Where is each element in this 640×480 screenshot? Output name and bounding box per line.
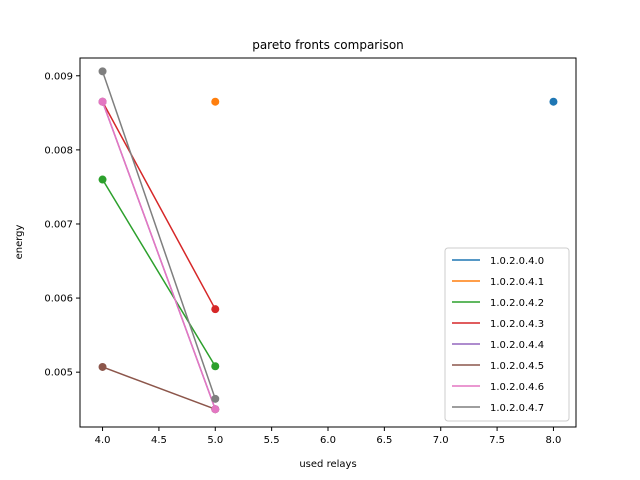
y-tick-label: 0.005 <box>44 368 73 379</box>
x-tick-label: 5.5 <box>264 435 280 446</box>
legend: 1.0.2.0.4.0 1.0.2.0.4.1 1.0.2.0.4.2 1.0.2.0… <box>444 247 570 422</box>
legend-label: 1.0.2.0.4.5 <box>490 361 544 372</box>
data-point <box>211 394 220 403</box>
y-tick-label: 0.006 <box>44 294 73 305</box>
chart-title: pareto fronts comparison <box>252 38 404 52</box>
x-tick-label: 5.0 <box>207 435 223 446</box>
legend-label: 1.0.2.0.4.7 <box>490 403 544 414</box>
data-point <box>98 175 107 184</box>
x-tick-label: 4.0 <box>95 435 111 446</box>
x-tick-label: 4.5 <box>151 435 167 446</box>
x-tick-label: 6.0 <box>320 435 336 446</box>
data-point <box>98 97 107 106</box>
x-tick-label: 7.0 <box>433 435 449 446</box>
y-tick-label: 0.008 <box>44 145 73 156</box>
y-axis-label: energy <box>14 224 25 259</box>
legend-label: 1.0.2.0.4.6 <box>490 382 544 393</box>
data-point <box>98 362 107 371</box>
legend-label: 1.0.2.0.4.3 <box>490 319 544 330</box>
x-axis: 4.0 4.5 5.0 5.5 6.0 6.5 7.0 7.5 8.0 <box>95 427 562 446</box>
plot-area <box>98 67 558 414</box>
series-line <box>101 101 216 310</box>
legend-box <box>444 247 570 422</box>
legend-label: 1.0.2.0.4.1 <box>490 277 544 288</box>
x-axis-label: used relays <box>299 459 356 470</box>
x-tick-label: 6.5 <box>376 435 392 446</box>
legend-label: 1.0.2.0.4.4 <box>490 340 544 351</box>
series-line <box>102 366 216 410</box>
series-line <box>101 179 216 367</box>
legend-label: 1.0.2.0.4.0 <box>490 256 544 267</box>
y-tick-label: 0.009 <box>44 71 73 82</box>
series-1-0-2-0-4-2 <box>98 175 220 371</box>
series-line <box>101 71 216 400</box>
data-point <box>211 405 220 414</box>
series-1-0-2-0-4-6 <box>98 97 220 414</box>
data-point <box>549 97 558 106</box>
series-1-0-2-0-4-7 <box>98 67 220 403</box>
data-point <box>211 305 220 314</box>
data-point <box>211 97 220 106</box>
data-point <box>98 67 107 76</box>
y-tick-label: 0.007 <box>44 219 73 230</box>
series-1-0-2-0-4-1 <box>211 97 220 106</box>
x-tick-label: 7.5 <box>489 435 505 446</box>
series-line <box>101 101 216 410</box>
series-1-0-2-0-4-0 <box>549 97 558 106</box>
legend-label: 1.0.2.0.4.2 <box>490 298 544 309</box>
x-tick-label: 8.0 <box>546 435 562 446</box>
data-point <box>211 362 220 371</box>
y-axis: 0.005 0.006 0.007 0.008 0.009 <box>44 71 80 379</box>
